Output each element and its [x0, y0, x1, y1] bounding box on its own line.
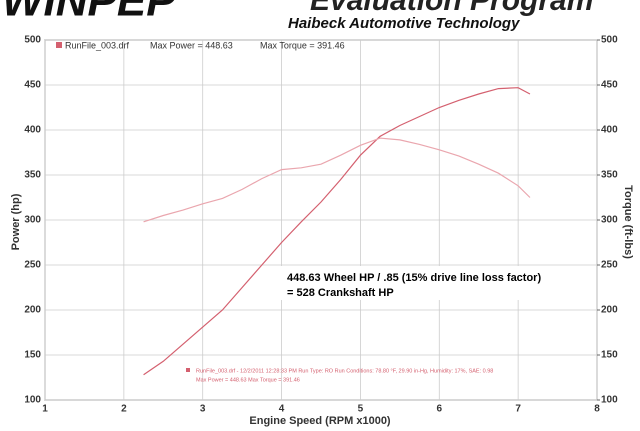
y-tick-label: 100 [24, 395, 41, 406]
y-tick-label: 350 [24, 170, 41, 181]
y-tick-label: 200 [24, 305, 41, 316]
y-tick-label: 150 [24, 350, 41, 361]
x-tick-label: 3 [200, 404, 206, 415]
y2-tick-label: 100 [601, 395, 618, 406]
y2-tick-label: 250 [601, 260, 618, 271]
y2-tick-label: 500 [601, 35, 618, 46]
y-tick-label: 400 [24, 125, 41, 136]
y-tick-label: 250 [24, 260, 41, 271]
x-tick-label: 4 [279, 404, 285, 415]
x-tick-label: 6 [437, 404, 443, 415]
legend-title: RunFile_003.drf [65, 40, 130, 50]
series-line [143, 137, 531, 223]
y-tick-label: 450 [24, 80, 41, 91]
footer-text: Max Power = 448.63 Max Torque = 391.46 [196, 377, 300, 383]
x-axis-label: Engine Speed (RPM x1000) [249, 415, 391, 427]
x-tick-label: 7 [515, 404, 521, 415]
y-axis-label: Power (hp) [10, 193, 22, 250]
chart-title: Evaluation Program [310, 0, 593, 17]
legend-label: Max Torque = 391.46 [260, 40, 345, 50]
y2-tick-label: 400 [601, 125, 618, 136]
y2-tick-label: 300 [601, 215, 618, 226]
x-tick-label: 5 [358, 404, 364, 415]
y-tick-label: 300 [24, 215, 41, 226]
x-tick-label: 2 [121, 404, 127, 415]
x-tick-label: 8 [594, 404, 600, 415]
footer-swatch [186, 368, 190, 372]
y2-axis-label: Torque (ft-lbs) [622, 185, 634, 259]
y2-tick-label: 450 [601, 80, 618, 91]
annotation: 448.63 Wheel HP / .85 (15% drive line lo… [287, 272, 541, 284]
legend-swatch [56, 42, 62, 48]
legend-label: Max Power = 448.63 [150, 40, 233, 50]
annotation: = 528 Crankshaft HP [287, 287, 394, 299]
series-line [143, 87, 531, 376]
annotation-box [280, 266, 560, 300]
x-tick-label: 1 [42, 404, 48, 415]
y2-tick-label: 200 [601, 305, 618, 316]
logo: WINPEP [2, 0, 176, 26]
y-tick-label: 500 [24, 35, 41, 46]
footer-text: RunFile_003.drf - 12/2/2011 12:28:33 PM … [196, 368, 493, 374]
y2-tick-label: 150 [601, 350, 618, 361]
chart-subtitle: Haibeck Automotive Technology [288, 15, 520, 32]
y2-tick-label: 350 [601, 170, 618, 181]
